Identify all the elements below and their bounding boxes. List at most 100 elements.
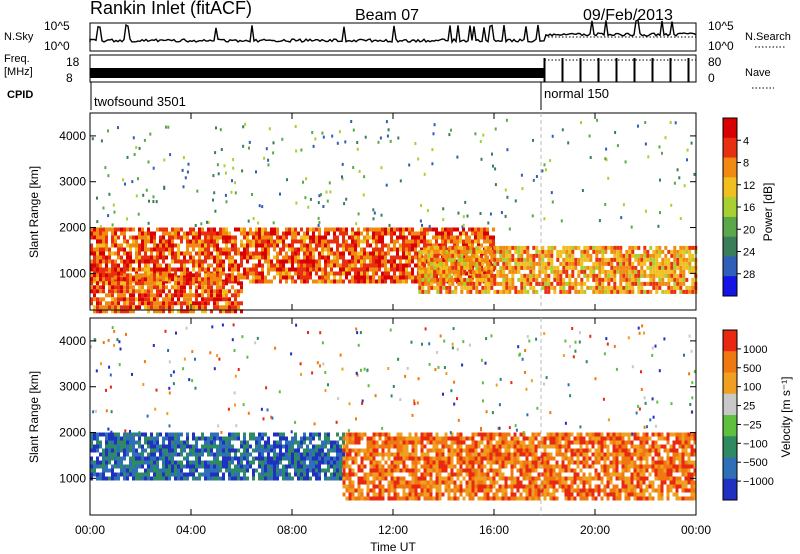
heatmap-cell [583, 269, 587, 274]
heatmap-cell [552, 440, 556, 445]
heatmap-cell [483, 436, 487, 441]
heatmap-cell [564, 452, 568, 457]
heatmap-cell [114, 448, 117, 453]
heatmap-cell [180, 472, 183, 477]
heatmap-cell [375, 452, 379, 457]
heatmap-cell [528, 468, 532, 473]
heatmap-cell [216, 239, 219, 244]
heatmap-cell [381, 255, 384, 260]
heatmap-cell [120, 305, 123, 310]
heatmap-cell [102, 281, 105, 286]
heatmap-cell [228, 255, 231, 260]
heatmap-cell [414, 255, 417, 260]
heatmap-cell [279, 263, 282, 268]
heatmap-cell [408, 480, 412, 485]
heatmap-cell [426, 492, 430, 497]
heatmap-cell [186, 456, 189, 461]
heatmap-cell [427, 265, 431, 270]
heatmap-cell [321, 448, 324, 453]
heatmap-cell [661, 261, 665, 266]
heatmap-cell [147, 285, 150, 290]
heatmap-cell [144, 277, 147, 282]
heatmap-cell [393, 231, 396, 236]
heatmap-cell [141, 277, 144, 282]
heatmap-cell [348, 440, 352, 445]
heatmap-cell [369, 456, 373, 461]
heatmap-cell [186, 309, 189, 314]
heatmap-cell [375, 255, 378, 260]
heatmap-cell [574, 257, 578, 262]
heatmap-cell [312, 255, 315, 260]
heatmap-cell [282, 476, 285, 481]
heatmap-cell [670, 277, 674, 282]
heatmap-cell [336, 452, 339, 457]
heatmap-cell [96, 231, 99, 236]
heatmap-cell [498, 464, 502, 469]
heatmap-cell [483, 472, 487, 477]
heatmap-cell [306, 452, 309, 457]
heatmap-cell [201, 436, 204, 441]
heatmap-cell [189, 259, 192, 264]
heatmap-cell [162, 235, 165, 240]
heatmap-cell [456, 155, 459, 159]
heatmap-cell [198, 243, 201, 248]
heatmap-cell [135, 289, 138, 294]
heatmap-cell [435, 460, 439, 465]
heatmap-cell [234, 181, 236, 185]
heatmap-cell [297, 472, 300, 477]
heatmap-cell [198, 239, 201, 244]
heatmap-cell [483, 452, 487, 457]
heatmap-cell [399, 440, 403, 445]
heatmap-cell [502, 269, 506, 274]
heatmap-cell [520, 245, 524, 250]
heatmap-cell [369, 444, 373, 449]
heatmap-cell [427, 245, 431, 250]
heatmap-cell [204, 297, 207, 302]
heatmap-cell [531, 480, 535, 485]
heatmap-cell [144, 235, 147, 240]
heatmap-cell [321, 460, 324, 465]
heatmap-cell [117, 271, 120, 276]
heatmap-cell [246, 247, 249, 252]
heatmap-cell [303, 476, 306, 481]
heatmap-cell [487, 269, 491, 274]
heatmap-cell [405, 235, 408, 240]
heatmap-cell [451, 265, 455, 270]
heatmap-cell [177, 267, 180, 272]
heatmap-cell [414, 142, 417, 145]
heatmap-cell [667, 257, 671, 262]
heatmap-cell [152, 195, 155, 199]
heatmap-cell [531, 452, 535, 457]
heatmap-cell [507, 460, 511, 465]
heatmap-cell [120, 243, 123, 248]
heatmap-cell [402, 464, 406, 469]
heatmap-cell [219, 267, 222, 272]
heatmap-cell [375, 247, 378, 252]
heatmap-cell [489, 212, 492, 216]
heatmap-cell [421, 257, 425, 262]
heatmap-cell [420, 231, 423, 236]
heatmap-cell [294, 125, 297, 128]
heatmap-cell [117, 235, 120, 240]
heatmap-cell [538, 269, 542, 274]
heatmap-cell [342, 460, 346, 465]
heatmap-cell [451, 253, 455, 258]
heatmap-cell [393, 452, 397, 457]
heatmap-cell [201, 472, 204, 477]
heatmap-cell [285, 456, 288, 461]
heatmap-cell [490, 265, 494, 270]
heatmap-cell [252, 448, 255, 453]
heatmap-cell [228, 452, 231, 457]
heatmap-cell [516, 468, 520, 473]
heatmap-cell [483, 484, 487, 489]
heatmap-cell [315, 267, 318, 272]
heatmap-cell [369, 279, 372, 284]
heatmap-cell [433, 253, 437, 258]
heatmap-cell [564, 440, 568, 445]
heatmap-cell [105, 231, 108, 236]
heatmap-cell [490, 249, 494, 254]
heatmap-cell [601, 257, 605, 262]
heatmap-cell [564, 444, 568, 449]
heatmap-cell [543, 484, 547, 489]
heatmap-cell [375, 235, 378, 240]
